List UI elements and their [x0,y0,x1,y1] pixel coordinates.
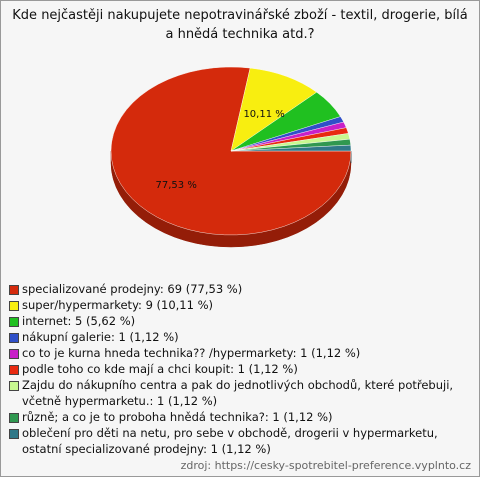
value-label: 10,11 % [243,109,284,120]
legend-label: podle toho co kde mají a chci koupit: 1 … [22,362,298,376]
legend-swatch [9,333,19,343]
legend-item: specializované prodejny: 69 (77,53 %) [9,281,471,297]
legend: specializované prodejny: 69 (77,53 %) sup… [9,281,471,457]
legend-item: různě; a co je to proboha hnědá technika… [9,409,471,425]
legend-swatch [9,413,19,423]
value-label: 77,53 % [156,180,197,191]
legend-item: nákupní galerie: 1 (1,12 %) [9,329,471,345]
legend-label: super/hypermarkety: 9 (10,11 %) [22,298,214,312]
legend-item: podle toho co kde mají a chci koupit: 1 … [9,361,471,377]
legend-swatch [9,381,19,391]
legend-label: specializované prodejny: 69 (77,53 %) [22,282,243,296]
slice [230,67,318,152]
legend-swatch [9,285,19,295]
pie-area: 77,53 % 10,11 % [110,66,352,248]
legend-label: internet: 5 (5,62 %) [22,314,136,328]
legend-item: Zajdu do nákupního centra a pak do jedno… [9,377,471,409]
legend-item: oblečení pro děti na netu, pro sebe v ob… [9,425,471,457]
legend-swatch [9,301,19,311]
legend-swatch [9,317,19,327]
source: zdroj: https://cesky-spotrebitel-prefere… [180,459,471,472]
legend-label: Zajdu do nákupního centra a pak do jedno… [22,378,454,408]
legend-swatch [9,429,19,439]
legend-label: nákupní galerie: 1 (1,12 %) [22,330,179,344]
legend-item: super/hypermarkety: 9 (10,11 %) [9,297,471,313]
legend-label: co to je kurna hneda technika?? /hyperma… [22,346,361,360]
legend-swatch [9,365,19,375]
legend-swatch [9,349,19,359]
legend-label: oblečení pro děti na netu, pro sebe v ob… [22,426,438,456]
legend-label: různě; a co je to proboha hnědá technika… [22,410,333,424]
legend-item: internet: 5 (5,62 %) [9,313,471,329]
legend-item: co to je kurna hneda technika?? /hyperma… [9,345,471,361]
slice [230,144,352,152]
chart-title: Kde nejčastěji nakupujete nepotravinářsk… [12,8,468,42]
